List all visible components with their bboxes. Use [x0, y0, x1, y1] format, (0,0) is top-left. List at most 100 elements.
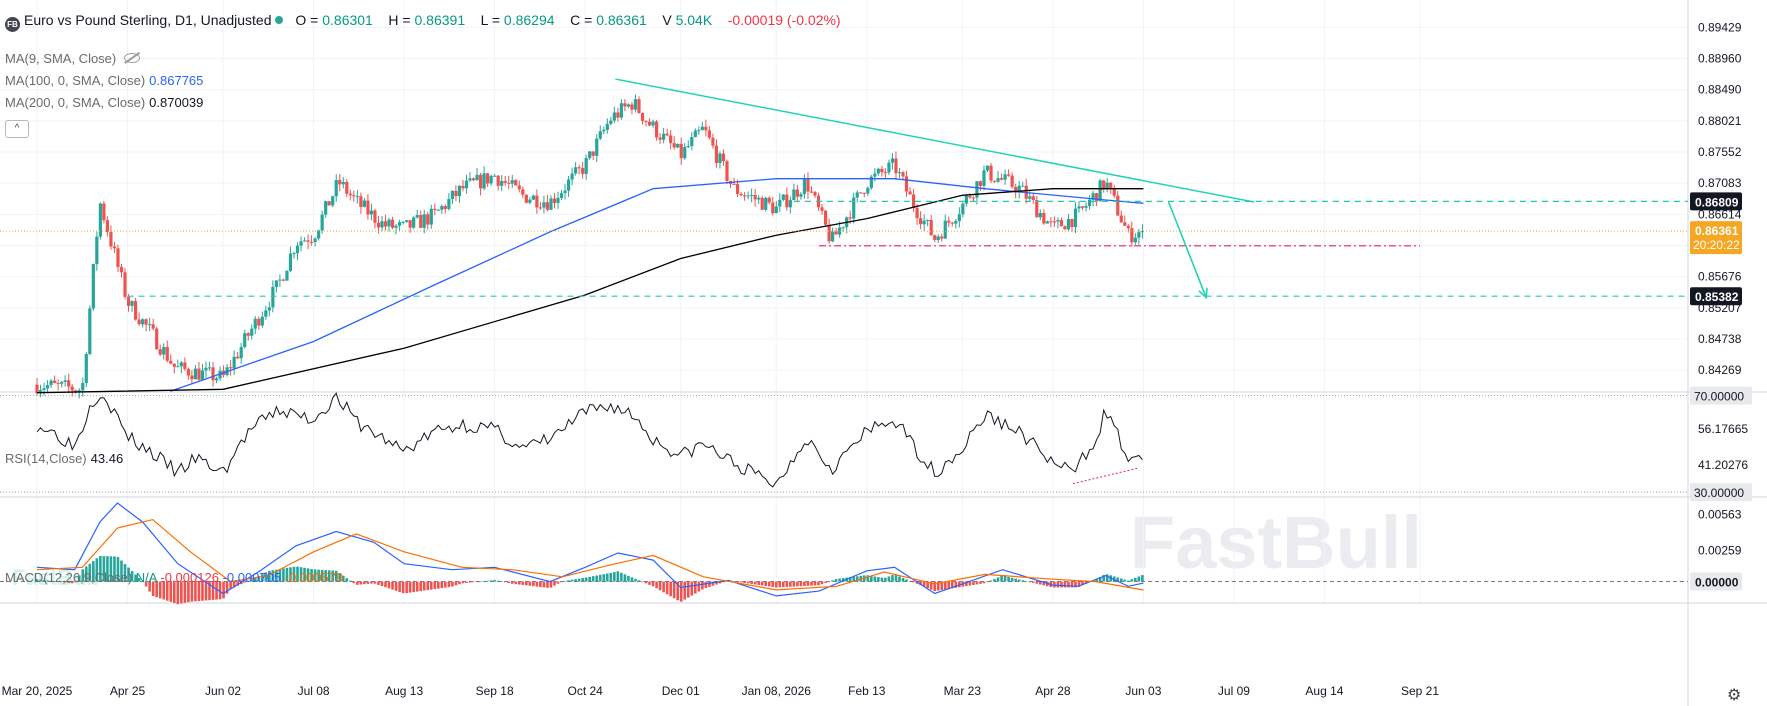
high-label: H [388, 12, 399, 28]
macd-histogram-bar [1031, 581, 1035, 583]
candle-body [556, 197, 560, 203]
macd-histogram-bar [838, 578, 841, 582]
candle-body [457, 185, 462, 197]
candle-body [373, 210, 377, 223]
candle-body [714, 145, 719, 164]
candle-body [496, 175, 500, 186]
candle-body [799, 194, 803, 197]
candle-body [950, 222, 954, 224]
price-tick-label: 0.87083 [1698, 176, 1742, 190]
candle-body [151, 324, 155, 329]
macd-histogram-bar [77, 575, 81, 582]
candle-body [288, 253, 293, 271]
macd-histogram-bar [1134, 577, 1137, 582]
candle-body [1038, 212, 1042, 218]
macd-histogram-bar [479, 581, 482, 583]
rsi-tick-label: 41.20276 [1698, 458, 1748, 472]
macd-histogram-bar [877, 577, 880, 582]
candle-body [450, 190, 455, 200]
macd-histogram-bar [472, 581, 475, 583]
macd-histogram-bar [391, 581, 394, 590]
candle-body [760, 197, 764, 210]
eye-hidden-icon[interactable] [124, 53, 141, 63]
macd-histogram-bar [514, 581, 518, 585]
candle-body [767, 197, 771, 203]
macd-legend[interactable]: MACD(12,26,9,Close) N/A -0.000126 -0.000… [5, 570, 343, 585]
candle-body [528, 199, 532, 203]
macd-histogram-bar [602, 574, 606, 582]
macd-histogram-bar [1112, 576, 1116, 582]
macd-histogram-bar [1028, 581, 1032, 583]
candle-body [735, 184, 740, 194]
macd-histogram-bar [848, 577, 852, 582]
candle-body [1112, 187, 1116, 196]
macd-histogram-bar [510, 581, 514, 584]
macd-histogram-bar [852, 576, 856, 582]
ma9-legend[interactable]: MA(9, SMA, Close) [5, 51, 141, 66]
ma100-legend[interactable]: MA(100, 0, SMA, Close) 0.867765 [5, 73, 203, 88]
macd-histogram-bar [887, 576, 891, 582]
candle-body [757, 197, 761, 200]
macd-histogram-bar [289, 567, 292, 582]
candle-body [566, 179, 571, 191]
macd-histogram-bar [563, 580, 567, 582]
macd-histogram-bar [489, 580, 493, 582]
macd-histogram-bar [581, 578, 584, 582]
macd-histogram-bar [898, 576, 901, 582]
candle-body [742, 195, 747, 197]
candle-body [229, 367, 233, 369]
macd-histogram-bar [88, 563, 92, 582]
candle-body [84, 353, 88, 383]
projection-arrowhead [1198, 287, 1208, 300]
candle-body [116, 248, 120, 267]
candle-body [429, 208, 433, 225]
candle-body [1098, 180, 1102, 202]
macd-histogram-bar [556, 581, 560, 584]
macd-histogram-bar [940, 581, 944, 590]
candle-body [809, 191, 814, 193]
bar-countdown-label: 20:20:22 [1693, 238, 1740, 252]
macd-histogram [35, 555, 1144, 605]
candle-body [471, 178, 476, 181]
macd-histogram-bar [215, 581, 218, 600]
macd-histogram-bar [929, 581, 933, 590]
rsi-level-label-bg [1690, 386, 1752, 405]
candle-body [355, 196, 359, 198]
macd-histogram-bar [496, 580, 500, 582]
candle-body [570, 173, 574, 180]
macd-histogram-bar [884, 577, 887, 582]
candle-body [806, 179, 810, 192]
macd-histogram-bar [341, 575, 345, 582]
macd-histogram-bar [577, 578, 581, 582]
settings-gear-icon[interactable]: ⚙ [1727, 687, 1742, 704]
candle-body [876, 168, 880, 174]
candle-body [781, 194, 785, 200]
collapse-legend-button[interactable]: ^ [5, 120, 29, 138]
macd-histogram-bar [1007, 576, 1010, 582]
ma200-legend[interactable]: MA(200, 0, SMA, Close) 0.870039 [5, 95, 203, 110]
candle-body [753, 195, 757, 200]
candle-body [820, 207, 824, 211]
macd-histogram-bar [1095, 578, 1098, 582]
candle-body [67, 380, 71, 387]
candle-body [42, 388, 46, 391]
candle-body [521, 189, 525, 195]
candle-body [785, 194, 789, 208]
macd-histogram-bar [965, 581, 968, 587]
projection-arrow [1167, 201, 1208, 298]
macd-histogram-bar [84, 566, 88, 582]
candle-body [190, 375, 194, 380]
candle-body [623, 103, 627, 107]
macd-histogram-bar [609, 572, 613, 582]
candle-body [387, 219, 391, 227]
candle-body [707, 130, 711, 138]
macd-histogram-bar [933, 581, 936, 592]
candle-body [440, 206, 444, 210]
macd-histogram-bar [246, 580, 250, 582]
macd-histogram-bar [792, 581, 796, 587]
macd-histogram-bar [993, 578, 996, 582]
symbol-title[interactable]: Euro vs Pound Sterling, D1, Unadjusted [24, 12, 272, 28]
rsi-legend[interactable]: RSI(14,Close) 43.46 [5, 451, 123, 466]
macd-histogram-bar [349, 580, 352, 582]
